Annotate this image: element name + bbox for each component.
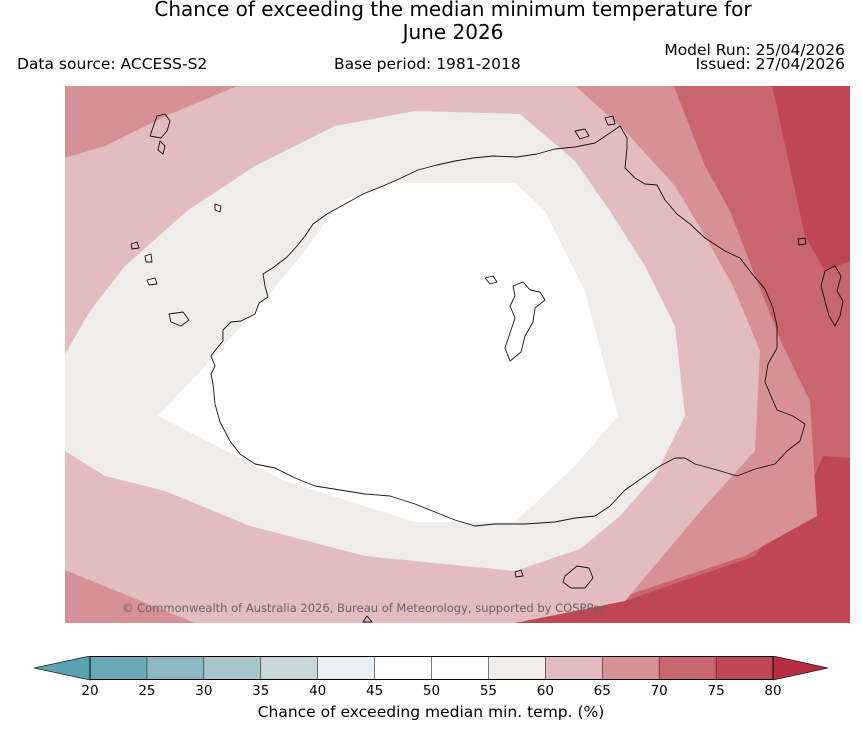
colorbar-cell bbox=[146, 656, 205, 680]
colorbar-cell bbox=[431, 656, 490, 680]
colorbar-cell bbox=[545, 656, 604, 680]
colorbar-tick-label: 30 bbox=[195, 683, 213, 699]
issued-label: Issued: 27/04/2026 bbox=[695, 55, 845, 73]
colorbar-label: Chance of exceeding median min. temp. (%… bbox=[257, 703, 605, 721]
colorbar-tick-label: 65 bbox=[593, 683, 611, 699]
colorbar-cell bbox=[374, 656, 433, 680]
colorbar-tick-label: 40 bbox=[309, 683, 327, 699]
colorbar-cell bbox=[260, 656, 319, 680]
island-northeast-1 bbox=[574, 128, 590, 140]
colorbar-tick-label: 35 bbox=[252, 683, 270, 699]
title-line-1: Chance of exceeding the median minimum t… bbox=[154, 0, 752, 21]
colorbar-cell bbox=[601, 656, 660, 680]
colorbar bbox=[33, 656, 829, 681]
colorbar-tick-label: 70 bbox=[650, 683, 668, 699]
map-canvas bbox=[65, 86, 850, 623]
colorbar-outline bbox=[89, 656, 774, 680]
colorbar-cell bbox=[488, 656, 547, 680]
island-southeast bbox=[562, 565, 594, 589]
colorbar-tick-label: 20 bbox=[81, 683, 99, 699]
island-south bbox=[514, 569, 524, 578]
colorbar-tick-label: 60 bbox=[536, 683, 554, 699]
colorbar-cell bbox=[89, 656, 148, 680]
island-north bbox=[214, 203, 222, 213]
band-45-50 bbox=[158, 183, 618, 522]
island-southwest bbox=[362, 615, 373, 623]
chart-title: Chance of exceeding the median minimum t… bbox=[0, 0, 862, 44]
island-northwest-1 bbox=[149, 113, 171, 139]
island-west-2 bbox=[146, 277, 158, 286]
colorbar-tick-label: 75 bbox=[707, 683, 725, 699]
colorbar-cell bbox=[317, 656, 376, 680]
colorbar-under-arrow bbox=[33, 656, 91, 681]
colorbar-tick-label: 50 bbox=[422, 683, 441, 699]
island-east-1 bbox=[797, 237, 807, 246]
colorbar-tick-label: 25 bbox=[138, 683, 156, 699]
colorbar-cell bbox=[203, 656, 262, 680]
island-west-4 bbox=[130, 241, 140, 250]
lake-outline bbox=[504, 281, 546, 362]
island-west-1 bbox=[168, 311, 190, 327]
island-west-3 bbox=[144, 253, 153, 263]
base-period-label: Base period: 1981-2018 bbox=[334, 55, 521, 73]
island-northwest-2 bbox=[157, 140, 166, 155]
probability-map: © Commonwealth of Australia 2026, Bureau… bbox=[65, 86, 850, 623]
colorbar-cell bbox=[715, 656, 774, 680]
colorbar-tick-label: 45 bbox=[365, 683, 384, 699]
colorbar-cell bbox=[658, 656, 717, 680]
colorbar-tick-label: 80 bbox=[764, 683, 782, 699]
data-source-label: Data source: ACCESS-S2 bbox=[17, 55, 208, 73]
title-line-2: June 2026 bbox=[402, 20, 504, 44]
copyright-notice: © Commonwealth of Australia 2026, Bureau… bbox=[122, 601, 607, 615]
model-run-label: Model Run: 25/04/2026 bbox=[664, 41, 845, 59]
main-island-coastline bbox=[210, 125, 806, 527]
colorbar-tick-label: 55 bbox=[479, 683, 497, 699]
colorbar-over-arrow bbox=[772, 656, 829, 681]
island-northeast-2 bbox=[604, 115, 616, 126]
lake-islet bbox=[484, 275, 498, 285]
island-east-2 bbox=[820, 265, 844, 327]
